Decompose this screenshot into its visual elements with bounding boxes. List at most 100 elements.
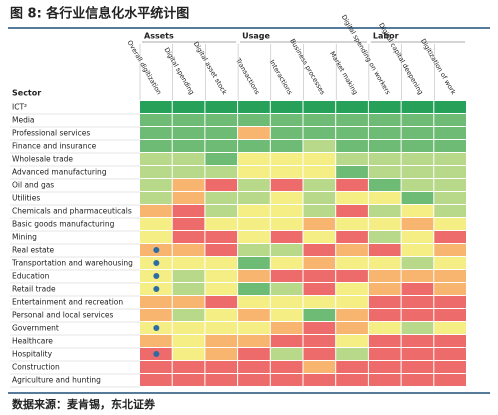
heat-cell <box>270 244 303 256</box>
heat-cell <box>172 374 205 386</box>
column-label: Digital spending <box>162 46 195 96</box>
heat-cell <box>303 205 336 217</box>
heat-cell <box>401 257 434 269</box>
heat-cell <box>368 257 401 269</box>
heat-cell <box>140 166 172 178</box>
row-label: Agriculture and hunting <box>12 376 101 385</box>
heat-cell <box>336 153 368 165</box>
heat-cell <box>270 348 303 360</box>
heat-cell <box>270 140 303 152</box>
heat-cell <box>434 335 466 347</box>
heat-cell <box>238 101 270 113</box>
heat-cell <box>270 322 303 334</box>
heat-cell <box>238 270 270 282</box>
heat-cell <box>205 244 238 256</box>
row-label: Mining <box>12 233 37 242</box>
heat-cell <box>238 322 270 334</box>
heat-cell <box>140 205 172 217</box>
heat-cell <box>434 205 466 217</box>
row-label: Finance and insurance <box>12 142 97 151</box>
heat-cell <box>172 114 205 126</box>
heat-cell <box>401 114 434 126</box>
heat-cell <box>303 166 336 178</box>
heat-cell <box>238 140 270 152</box>
row-label: Professional services <box>12 129 90 138</box>
row-label: Media <box>12 116 35 125</box>
heat-cell <box>205 153 238 165</box>
heat-cell <box>434 231 466 243</box>
heat-cell <box>368 244 401 256</box>
heat-cell <box>303 127 336 139</box>
heat-cell <box>172 244 205 256</box>
heat-cell <box>303 322 336 334</box>
heat-cell <box>401 296 434 308</box>
heat-cell <box>205 270 238 282</box>
row-label: Hospitality <box>12 350 53 359</box>
heat-cell <box>401 140 434 152</box>
heat-cell <box>205 296 238 308</box>
heat-cell <box>270 309 303 321</box>
row-label: Utilities <box>12 194 40 203</box>
heat-cell <box>336 335 368 347</box>
heat-cell <box>401 374 434 386</box>
heat-cell <box>303 270 336 282</box>
heat-cell <box>434 244 466 256</box>
heat-cell <box>303 231 336 243</box>
heat-cell <box>401 218 434 230</box>
heat-cell <box>172 153 205 165</box>
chart-title: 图 8: 各行业信息化水平统计图 <box>10 6 189 22</box>
heat-cell <box>270 101 303 113</box>
heat-cell <box>238 166 270 178</box>
heat-cell <box>336 218 368 230</box>
heat-cell <box>368 101 401 113</box>
marker-dot <box>153 273 160 279</box>
row-header: Sector <box>12 89 41 98</box>
heat-cell <box>303 257 336 269</box>
heat-cell <box>140 114 172 126</box>
heat-cell <box>336 231 368 243</box>
column-label: Interactions <box>268 59 295 97</box>
heat-cell <box>434 348 466 360</box>
heat-cell <box>368 296 401 308</box>
heat-cell <box>401 309 434 321</box>
heat-cell <box>336 244 368 256</box>
heat-cell <box>172 283 205 295</box>
heat-cell <box>238 179 270 191</box>
heat-cell <box>368 140 401 152</box>
heat-cell <box>238 374 270 386</box>
marker-dot <box>153 286 160 292</box>
heat-cell <box>238 218 270 230</box>
heat-cell <box>172 101 205 113</box>
heat-cell <box>172 296 205 308</box>
row-label: Construction <box>12 363 60 372</box>
heat-cell <box>172 361 205 373</box>
heat-cell <box>303 283 336 295</box>
column-label: Digitization of work <box>419 37 458 96</box>
heat-cell <box>434 140 466 152</box>
heat-cell <box>303 361 336 373</box>
heat-cell <box>401 348 434 360</box>
heat-cell <box>303 153 336 165</box>
heat-cell <box>238 335 270 347</box>
heat-cell <box>401 179 434 191</box>
heat-cell <box>205 374 238 386</box>
heat-cell <box>140 179 172 191</box>
row-label: Basic goods manufacturing <box>12 220 115 229</box>
marker-dot <box>153 325 160 331</box>
heat-cell <box>205 140 238 152</box>
heat-cell <box>172 270 205 282</box>
heat-cell <box>140 127 172 139</box>
heat-cell <box>336 309 368 321</box>
column-label: Digital asset stock <box>192 40 229 96</box>
heat-cell <box>336 140 368 152</box>
heat-cell <box>172 192 205 204</box>
heat-cell <box>336 348 368 360</box>
heat-cell <box>434 296 466 308</box>
heat-cell <box>270 192 303 204</box>
marker-dot <box>153 260 160 266</box>
heat-cell <box>401 166 434 178</box>
heat-cell <box>434 179 466 191</box>
heat-cell <box>368 335 401 347</box>
heat-cell <box>368 192 401 204</box>
heat-cell <box>401 153 434 165</box>
